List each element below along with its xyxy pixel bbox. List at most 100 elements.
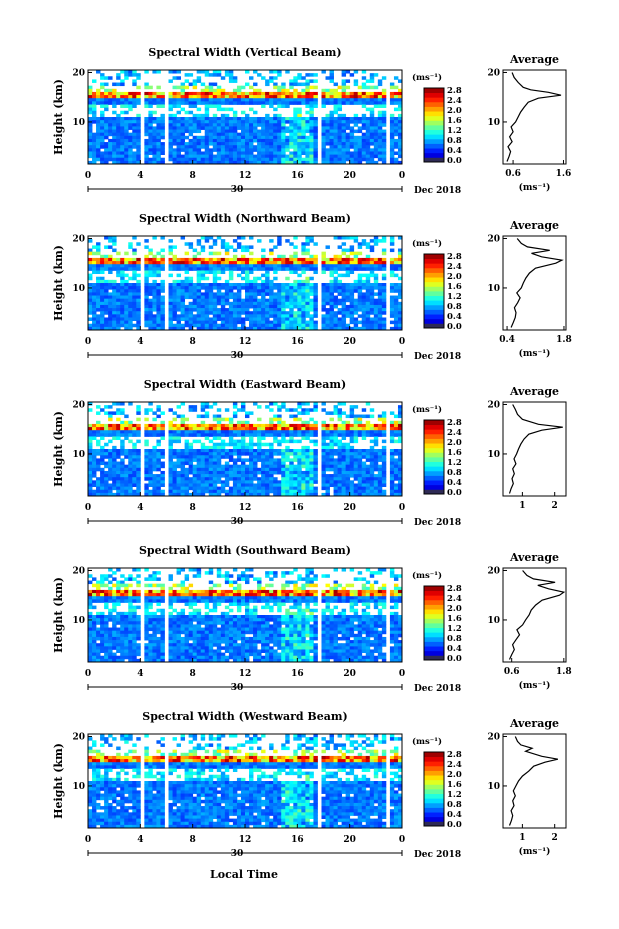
heatmap-cell xyxy=(397,314,403,318)
heatmap-cell xyxy=(341,261,347,265)
heatmap-cell xyxy=(116,480,121,484)
heatmap-cell xyxy=(132,154,137,159)
heatmap-cell xyxy=(192,129,198,134)
heatmap-cell xyxy=(172,323,177,328)
heatmap-cell xyxy=(240,483,246,487)
heatmap-cell xyxy=(92,295,97,300)
heatmap-cell xyxy=(168,261,173,265)
heatmap-cell xyxy=(188,464,194,469)
heatmap-cell xyxy=(228,289,234,293)
heatmap-cell xyxy=(104,151,109,155)
heatmap-cell xyxy=(305,154,310,159)
heatmap-cell xyxy=(249,304,254,309)
heatmap-cell xyxy=(301,323,306,328)
heatmap-cell xyxy=(212,283,218,287)
heatmap-cell xyxy=(88,301,93,306)
heatmap-cell xyxy=(297,301,302,306)
heatmap-cell xyxy=(132,317,137,321)
heatmap-cell xyxy=(120,408,125,412)
heatmap-cell xyxy=(265,283,270,287)
heatmap-cell xyxy=(192,408,198,412)
heatmap-cell xyxy=(152,483,157,487)
heatmap-cell xyxy=(277,480,282,484)
heatmap-cell xyxy=(104,461,109,466)
heatmap-cell xyxy=(232,135,238,140)
heatmap-cell xyxy=(224,455,230,459)
heatmap-cell xyxy=(124,474,129,478)
heatmap-cell xyxy=(208,433,214,437)
heatmap-cell xyxy=(184,292,190,296)
heatmap-cell xyxy=(216,477,222,481)
heatmap-cell xyxy=(377,289,383,293)
heatmap-cell xyxy=(353,261,359,265)
heatmap-cell xyxy=(293,452,298,456)
heatmap-cell xyxy=(389,145,395,149)
heatmap-cell xyxy=(285,480,290,484)
heatmap-cell xyxy=(156,467,161,472)
heatmap-cell xyxy=(196,464,202,469)
heatmap-cell xyxy=(289,433,294,437)
heatmap-cell xyxy=(168,304,173,309)
heatmap-cell xyxy=(381,148,387,152)
heatmap-cell xyxy=(144,286,149,290)
heatmap-cell xyxy=(281,120,286,124)
heatmap-cell xyxy=(104,98,109,102)
heatmap-cell xyxy=(136,470,141,475)
heatmap-cell xyxy=(184,98,190,102)
heatmap-cell xyxy=(273,311,278,315)
heatmap-cell xyxy=(329,70,334,74)
heatmap-cell xyxy=(132,423,137,428)
heatmap-cell xyxy=(297,439,302,444)
heatmap-cell xyxy=(216,286,222,290)
heatmap-cell xyxy=(92,113,97,118)
heatmap-cell xyxy=(208,104,214,108)
heatmap-cell xyxy=(285,445,290,450)
heatmap-cell xyxy=(176,433,181,437)
heatmap-cell xyxy=(104,117,109,121)
heatmap-cell xyxy=(357,157,363,162)
heatmap-cell xyxy=(152,292,157,296)
heatmap-cell xyxy=(156,145,161,149)
heatmap-cell xyxy=(277,317,282,321)
heatmap-cell xyxy=(112,304,117,309)
heatmap-cell xyxy=(361,76,367,80)
heatmap-cell xyxy=(160,489,165,494)
heatmap-cell xyxy=(349,486,355,491)
heatmap-cell xyxy=(208,270,214,274)
heatmap-cell xyxy=(136,408,141,412)
heatmap-cell xyxy=(120,273,125,278)
heatmap-cell xyxy=(253,427,258,431)
heatmap-cell xyxy=(92,251,97,256)
heatmap-cell xyxy=(257,470,262,475)
heatmap-cell xyxy=(297,107,302,112)
heatmap-cell xyxy=(176,98,181,102)
heatmap-cell xyxy=(196,242,202,246)
heatmap-cell xyxy=(361,154,367,159)
heatmap-cell xyxy=(208,261,214,265)
heatmap-cell xyxy=(108,317,113,321)
heatmap-cell xyxy=(112,132,117,137)
heatmap-cell xyxy=(325,95,330,99)
heatmap-cell xyxy=(100,423,105,428)
heatmap-cell xyxy=(148,142,153,146)
heatmap-cell xyxy=(333,138,338,143)
heatmap-cell xyxy=(353,439,359,444)
heatmap-cell xyxy=(148,101,153,105)
heatmap-cell xyxy=(152,304,157,309)
heatmap-cell xyxy=(249,323,254,328)
heatmap-cell xyxy=(232,110,238,115)
heatmap-cell xyxy=(285,314,290,318)
heatmap-cell xyxy=(228,470,234,475)
heatmap-cell xyxy=(160,492,165,497)
heatmap-cell xyxy=(104,257,109,262)
heatmap-cell xyxy=(228,154,234,159)
heatmap-cell xyxy=(168,117,173,121)
heatmap-cell xyxy=(313,427,318,431)
heatmap-cell xyxy=(180,98,186,102)
average-profile-line xyxy=(510,238,564,328)
heatmap-cell xyxy=(236,245,242,249)
heatmap-cell xyxy=(232,308,238,312)
heatmap-cell xyxy=(373,148,379,152)
heatmap-cell xyxy=(232,461,238,466)
heatmap-cell xyxy=(389,138,395,143)
